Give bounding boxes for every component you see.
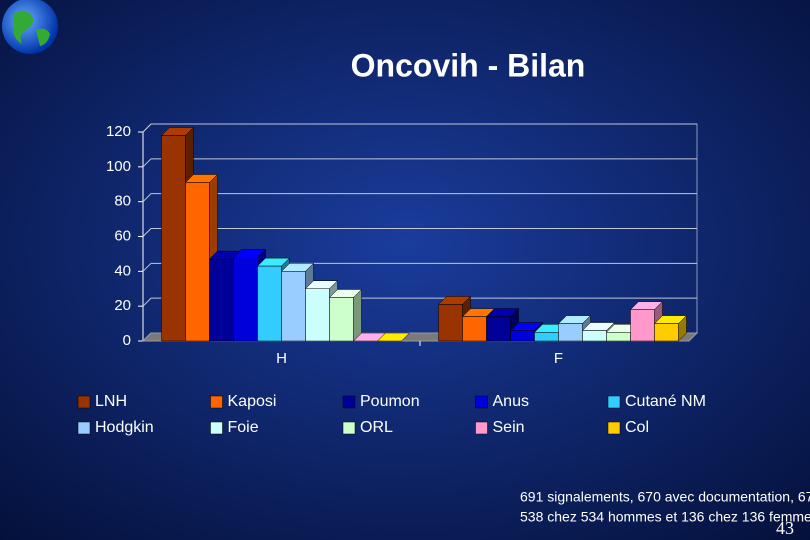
- bar-front: [558, 323, 583, 342]
- legend-swatch: [475, 395, 488, 409]
- legend-swatch: [342, 421, 356, 435]
- legend-label: ORL: [360, 419, 393, 436]
- grid-line: [142, 228, 697, 237]
- bar: [328, 288, 363, 342]
- y-tick-label: 20: [114, 297, 131, 314]
- bar-front: [606, 332, 631, 342]
- legend-swatch: [475, 421, 488, 435]
- bar-front: [534, 332, 559, 342]
- bar-front: [486, 316, 511, 342]
- bar-front: [630, 309, 655, 342]
- bar-front: [654, 323, 679, 342]
- bar-front: [305, 288, 330, 342]
- annotation: 691 signalements, 670 avec documentation…: [520, 489, 810, 505]
- bar-front: [462, 316, 487, 342]
- y-tick-label: 60: [114, 227, 131, 244]
- chart-title: Oncovih - Bilan: [351, 47, 586, 83]
- legend-swatch: [77, 395, 91, 409]
- legend-swatch: [210, 395, 223, 409]
- legend-swatch: [607, 395, 621, 409]
- page-number: 43: [776, 518, 794, 538]
- annotation: 538 chez 534 hommes et 136 chez 136 femm…: [520, 509, 810, 525]
- legend-label: Poumon: [360, 393, 420, 410]
- bar-front: [185, 182, 210, 342]
- legend-label: Cutané NM: [625, 393, 706, 410]
- grid-line: [142, 297, 697, 307]
- bar-front: [582, 330, 607, 342]
- legend-label: Sein: [493, 419, 525, 436]
- legend-swatch: [607, 421, 621, 435]
- bar-front: [257, 265, 282, 342]
- legend-label: Col: [625, 419, 649, 436]
- bar-front: [233, 257, 258, 342]
- bar-front: [161, 135, 186, 342]
- legend-swatch: [210, 421, 223, 435]
- legend-swatch: [77, 421, 91, 435]
- legend-label: Foie: [228, 419, 259, 436]
- x-tick-label: H: [276, 350, 287, 367]
- bar: [376, 332, 411, 342]
- y-tick-label: 0: [123, 332, 131, 349]
- bar-front: [510, 330, 535, 342]
- y-tick-label: 40: [114, 262, 131, 279]
- grid-line: [142, 193, 697, 203]
- grid-line: [142, 123, 697, 133]
- y-tick-label: 80: [114, 193, 131, 210]
- legend-label: Kaposi: [228, 393, 277, 410]
- bar: [653, 314, 688, 342]
- legend-swatch: [342, 395, 356, 409]
- bar-top: [376, 332, 411, 342]
- bar-front: [281, 271, 306, 342]
- x-tick-label: F: [554, 350, 563, 367]
- legend-label: LNH: [95, 393, 127, 410]
- grid-line: [142, 262, 697, 272]
- grid-line: [142, 158, 697, 168]
- globe-logo: [2, 0, 58, 54]
- legend-label: Anus: [493, 393, 529, 410]
- y-tick-label: 100: [106, 158, 131, 175]
- bar-side: [353, 288, 362, 342]
- bar-front: [438, 304, 463, 342]
- legend-label: Hodgkin: [95, 419, 154, 436]
- y-tick-label: 120: [106, 123, 131, 140]
- bar-front: [329, 297, 354, 342]
- bar-front: [209, 258, 234, 342]
